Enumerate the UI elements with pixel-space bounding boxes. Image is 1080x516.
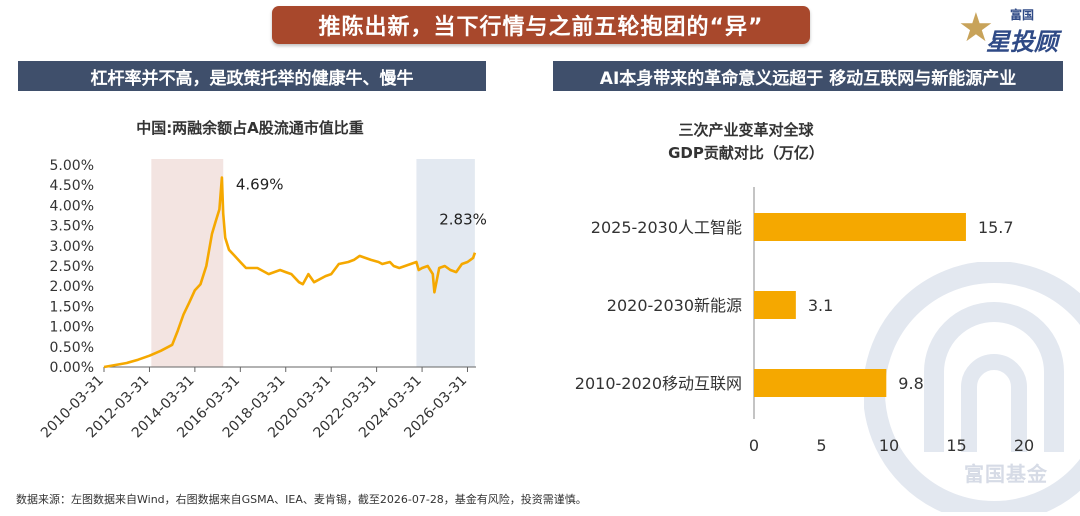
page-title: 推陈出新，当下行情与之前五轮抱团的“异”: [272, 6, 810, 44]
bar: [754, 213, 966, 241]
footer-source-note: 数据来源：左图数据来自Wind，右图数据来自GSMA、IEA、麦肯锡，截至202…: [16, 493, 587, 506]
y-tick-label: 5.00%: [50, 158, 94, 174]
category-label: 2025-2030人工智能: [591, 218, 742, 237]
highlight-period: [151, 159, 224, 367]
category-label: 2020-2030新能源: [607, 296, 742, 315]
bar: [754, 369, 887, 397]
category-label: 2010-2020移动互联网: [575, 374, 742, 393]
y-tick-label: 4.50%: [50, 178, 94, 194]
gdp-bar-chart: 三次产业变革对全球 GDP贡献对比（万亿） 2025-2030人工智能 15.7 2…: [575, 121, 1034, 455]
value-label: 15.7: [978, 218, 1014, 237]
y-tick-label: 1.50%: [50, 299, 94, 315]
data-label: 4.69%: [236, 176, 284, 194]
y-tick-label: 2.50%: [50, 259, 94, 275]
bar: [754, 291, 796, 319]
x-tick-label: 15: [946, 436, 966, 455]
logo-text-big: 星投顾: [986, 28, 1058, 56]
data-label: 2.83%: [439, 211, 487, 229]
right-section-header: AI本身带来的革命意义远超于 移动互联网与新能源产业: [553, 61, 1063, 91]
x-tick-label: 5: [816, 436, 826, 455]
y-tick-label: 1.00%: [50, 320, 94, 336]
y-tick-label: 2.00%: [50, 279, 94, 295]
x-tick-label: 20: [1014, 436, 1034, 455]
y-tick-label: 3.00%: [50, 239, 94, 255]
x-tick-label: 10: [879, 436, 899, 455]
bar-chart-title-line2: GDP贡献对比（万亿）: [668, 144, 824, 162]
line-chart-title: 中国:两融余额占A股流通市值比重: [136, 119, 364, 137]
logo-text-small: 富国: [1010, 8, 1035, 22]
series-line: [103, 176, 477, 369]
y-tick-label: 4.00%: [50, 198, 94, 214]
brand-logo: ★ 富国 星投顾: [958, 5, 1070, 56]
value-label: 9.8: [898, 374, 923, 393]
y-tick-label: 0.00%: [50, 360, 94, 376]
x-tick-label: 0: [749, 436, 759, 455]
y-tick-label: 0.50%: [50, 340, 94, 356]
y-tick-label: 3.50%: [50, 219, 94, 235]
leverage-line-chart: 中国:两融余额占A股流通市值比重 0.00% 0.50% 1.00% 1.50% 2.0…: [38, 119, 487, 441]
watermark-text: 富国基金: [964, 462, 1048, 486]
bar-chart-title-line1: 三次产业变革对全球: [678, 121, 814, 139]
left-section-header: 杠杆率并不高，是政策托举的健康牛、慢牛: [18, 61, 486, 91]
star-icon: ★: [958, 5, 994, 51]
value-label: 3.1: [808, 296, 833, 315]
